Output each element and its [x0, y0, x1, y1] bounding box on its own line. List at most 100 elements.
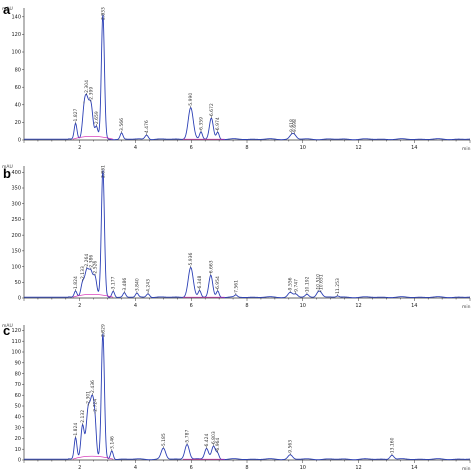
- peak-label: 3.486: [122, 278, 128, 291]
- y-tick-label: 0: [18, 458, 21, 464]
- peak-label: 1.824: [73, 423, 79, 436]
- peak-label: 5.990: [188, 93, 194, 106]
- y-tick-label: 350: [11, 186, 21, 192]
- y-tick-label: 100: [11, 264, 21, 270]
- peak-label: 7.561: [233, 280, 239, 293]
- x-tick-label: 4: [134, 145, 137, 151]
- peak-label: 9.618: [289, 119, 295, 132]
- peak-label: 9.747: [293, 279, 299, 292]
- peak-label: 6.974: [215, 117, 221, 130]
- peak-label: 11.253: [335, 278, 341, 294]
- peak-label: 3.146: [109, 436, 115, 449]
- panel-letter: c: [3, 323, 10, 338]
- peak-label: 13.160: [389, 437, 395, 453]
- peak-label: 2.436: [90, 380, 96, 393]
- y-tick-label: 0: [18, 296, 21, 302]
- peak-label: 3.566: [119, 118, 125, 131]
- integration-baseline: [72, 455, 114, 460]
- peak-label: 1.827: [73, 108, 79, 121]
- peak-label: 5.787: [185, 430, 191, 443]
- x-tick-label: 12: [355, 465, 361, 471]
- peak-label: 2.304: [84, 80, 90, 93]
- y-tick-label: 150: [11, 249, 21, 255]
- y-tick-label: 50: [15, 404, 21, 410]
- peak-label: 2.386: [88, 255, 94, 268]
- peak-label: 5.936: [188, 253, 194, 266]
- peak-label: 10.510: [316, 274, 322, 290]
- peak-label: 2.132: [80, 410, 86, 423]
- peak-label: 2.724: [93, 399, 99, 412]
- peak-label: 2.829: [100, 324, 106, 337]
- x-tick-label: 4: [134, 303, 137, 309]
- y-tick-label: 250: [11, 217, 21, 223]
- peak-label: 2.399: [88, 87, 94, 100]
- peak-label: 3.177: [111, 276, 117, 289]
- y-tick-label: 30: [15, 425, 21, 431]
- peak-label: 4.243: [146, 279, 152, 292]
- y-unit-label: mAU: [2, 323, 13, 329]
- peak-label: 2.264: [84, 254, 90, 267]
- integration-baseline: [72, 136, 114, 140]
- y-unit-label: mAU: [2, 164, 13, 170]
- peak-label: 6.359: [199, 117, 205, 130]
- x-tick-label: 4: [134, 465, 137, 471]
- y-tick-label: 110: [11, 339, 21, 345]
- peak-label: 6.672: [209, 103, 215, 116]
- x-tick-label: 10: [300, 303, 306, 309]
- y-tick-label: 300: [11, 201, 21, 207]
- peak-label: 6.954: [215, 276, 221, 289]
- y-tick-label: 80: [15, 371, 21, 377]
- y-tick-label: 60: [15, 85, 21, 91]
- peak-label: 9.698: [292, 119, 298, 132]
- x-unit-label: min: [462, 466, 471, 472]
- y-tick-label: 100: [11, 50, 21, 56]
- x-tick-label: 8: [245, 303, 248, 309]
- peak-label: 4.476: [144, 120, 150, 133]
- peak-label: 2.833: [100, 7, 106, 20]
- x-tick-label: 6: [190, 145, 193, 151]
- panel-letter: a: [3, 2, 11, 17]
- y-tick-label: 400: [11, 170, 21, 176]
- x-tick-label: 14: [411, 465, 417, 471]
- peak-label: 6.663: [208, 260, 214, 273]
- y-tick-label: 60: [15, 393, 21, 399]
- y-tick-label: 100: [11, 350, 21, 356]
- x-tick-label: 12: [355, 145, 361, 151]
- peak-label: 10.192: [304, 276, 310, 292]
- peak-label: 2.831: [100, 165, 106, 178]
- y-tick-label: 20: [15, 436, 21, 442]
- x-tick-label: 10: [300, 145, 306, 151]
- peak-label: 2.526: [93, 261, 99, 274]
- y-unit-label: mAU: [2, 6, 13, 12]
- y-tick-label: 70: [15, 382, 21, 388]
- y-tick-label: 10: [15, 447, 21, 453]
- peak-label: 2.659: [94, 111, 100, 124]
- chromatogram-trace: [24, 13, 471, 141]
- x-tick-label: 14: [411, 145, 417, 151]
- x-tick-label: 6: [190, 303, 193, 309]
- peak-label: 5.185: [161, 433, 167, 446]
- y-tick-label: 80: [15, 67, 21, 73]
- y-tick-label: 40: [15, 415, 21, 421]
- chromatogram-trace: [24, 332, 471, 461]
- peak-label: 10.651: [318, 274, 324, 290]
- peak-label: 6.424: [204, 433, 210, 446]
- x-tick-label: 2: [78, 145, 81, 151]
- x-unit-label: min: [462, 304, 471, 310]
- x-tick-label: 8: [245, 465, 248, 471]
- y-tick-label: 20: [15, 120, 21, 126]
- y-tick-label: 200: [11, 233, 21, 239]
- peak-label: 9.563: [288, 440, 294, 453]
- y-tick-label: 120: [11, 328, 21, 334]
- chromatogram-trace: [24, 169, 471, 299]
- x-tick-label: 2: [78, 303, 81, 309]
- peak-label: 6.803: [211, 431, 217, 444]
- peak-label: 9.556: [288, 277, 294, 290]
- integration-baseline: [72, 294, 114, 298]
- x-tick-label: 14: [411, 303, 417, 309]
- panel-letter: b: [3, 166, 11, 181]
